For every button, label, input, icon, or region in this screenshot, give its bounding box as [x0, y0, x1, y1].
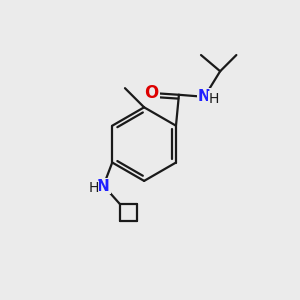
- Text: H: H: [208, 92, 219, 106]
- Text: N: N: [198, 89, 210, 104]
- Text: O: O: [144, 84, 159, 102]
- Text: N: N: [97, 178, 110, 194]
- Text: H: H: [89, 182, 99, 195]
